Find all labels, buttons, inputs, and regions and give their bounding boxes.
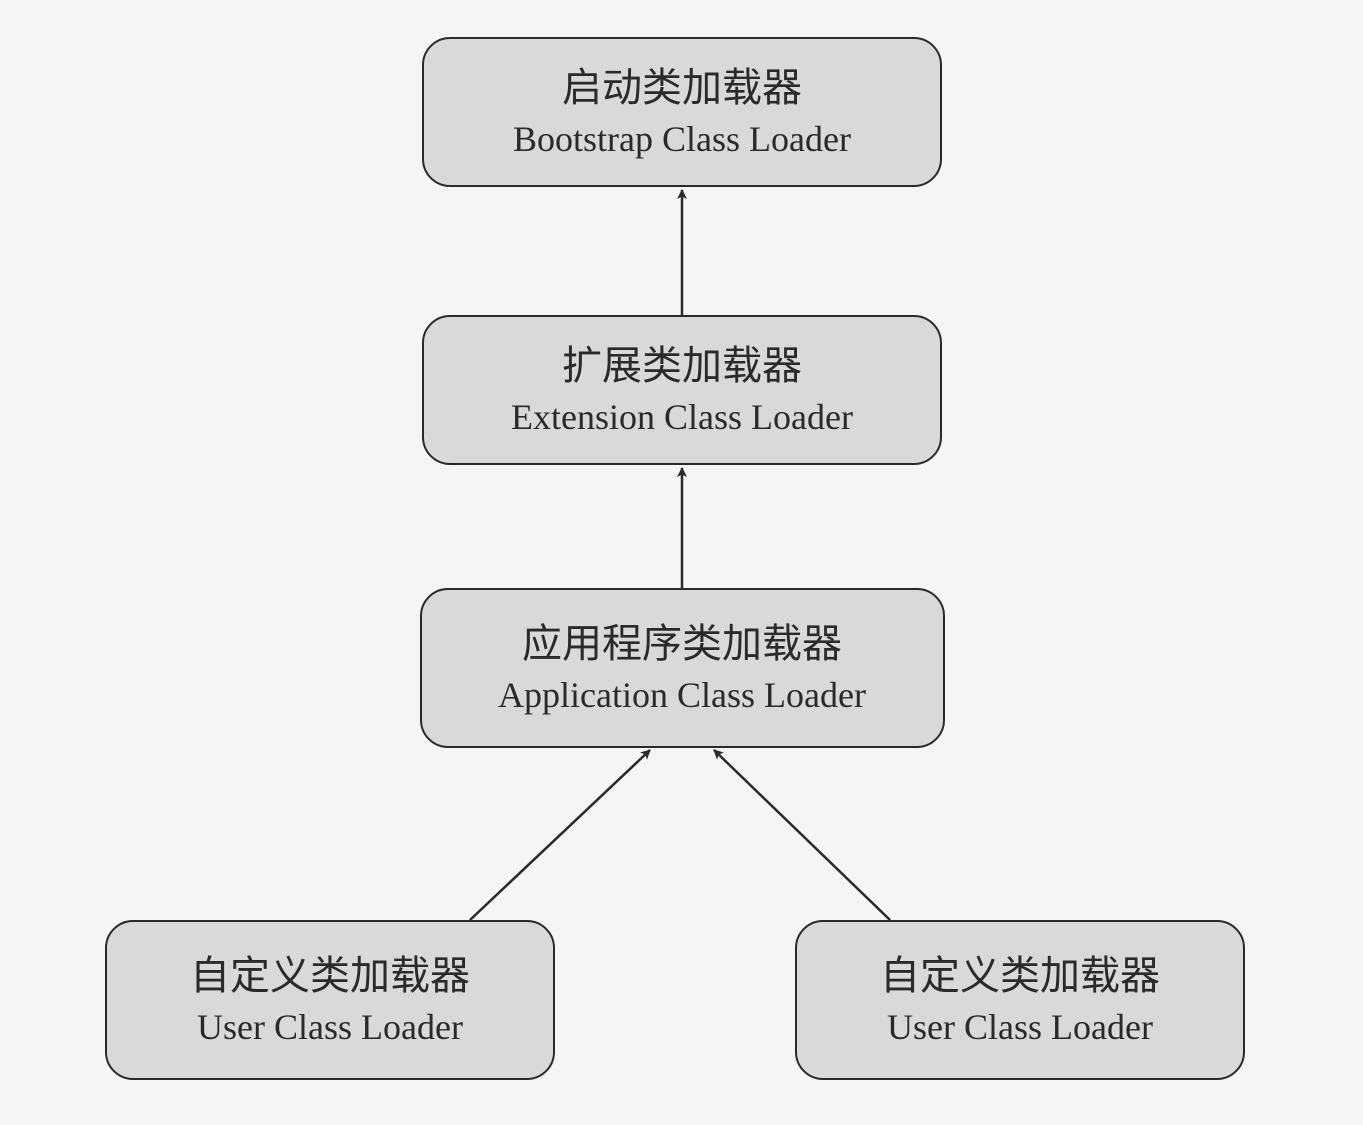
node-label-zh: 自定义类加载器	[190, 949, 470, 1003]
node-user-right: 自定义类加载器User Class Loader	[795, 920, 1245, 1080]
node-label-en: Application Class Loader	[498, 671, 866, 720]
node-label-en: User Class Loader	[197, 1003, 463, 1052]
node-label-en: Bootstrap Class Loader	[513, 115, 851, 164]
node-label-zh: 启动类加载器	[562, 61, 802, 115]
node-bootstrap: 启动类加载器Bootstrap Class Loader	[422, 37, 942, 187]
node-label-en: User Class Loader	[887, 1003, 1153, 1052]
node-label-zh: 应用程序类加载器	[522, 617, 842, 671]
node-extension: 扩展类加载器Extension Class Loader	[422, 315, 942, 465]
node-label-zh: 扩展类加载器	[562, 339, 802, 393]
edge-user-left-to-application	[470, 750, 650, 920]
node-label-zh: 自定义类加载器	[880, 949, 1160, 1003]
diagram-canvas: 启动类加载器Bootstrap Class Loader 扩展类加载器Extens…	[0, 0, 1363, 1125]
edge-user-right-to-application	[714, 750, 890, 920]
node-label-en: Extension Class Loader	[511, 393, 853, 442]
node-user-left: 自定义类加载器User Class Loader	[105, 920, 555, 1080]
node-application: 应用程序类加载器Application Class Loader	[420, 588, 945, 748]
